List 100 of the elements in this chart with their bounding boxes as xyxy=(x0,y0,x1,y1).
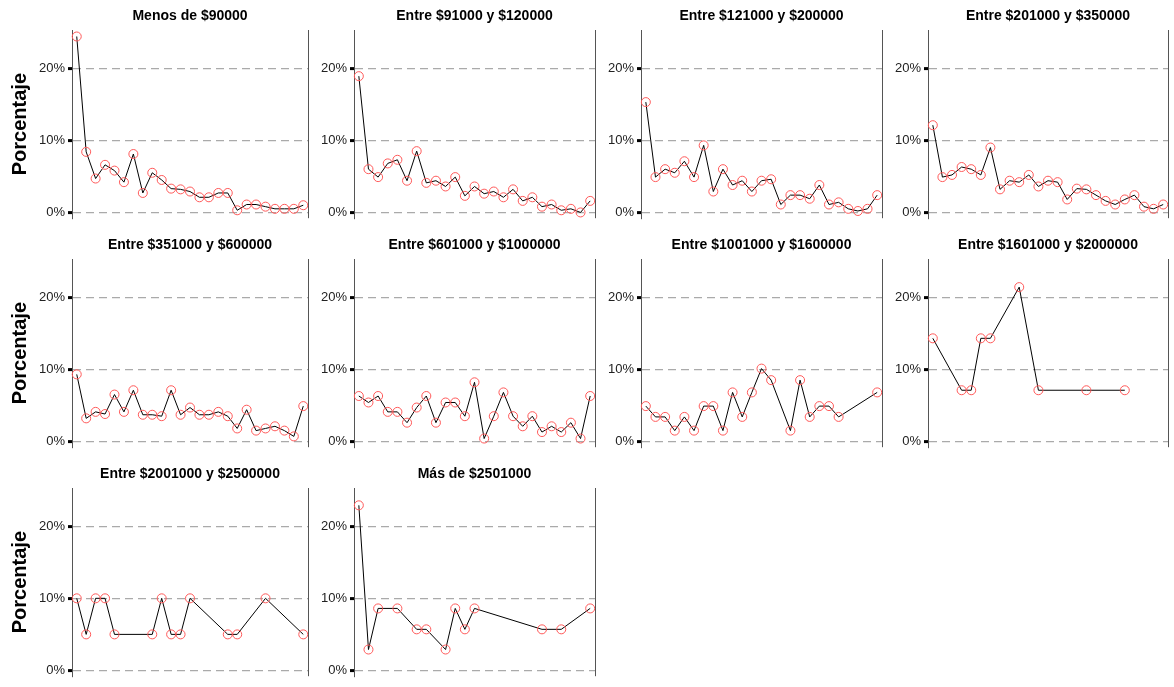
point xyxy=(1158,199,1169,210)
y-tick-label: 10% xyxy=(320,131,348,147)
point xyxy=(222,187,233,198)
point xyxy=(527,411,538,422)
point xyxy=(81,413,92,424)
point xyxy=(1014,282,1025,293)
y-tick-label: 10% xyxy=(320,589,348,605)
point xyxy=(363,397,374,408)
point xyxy=(392,154,403,165)
point xyxy=(363,164,374,175)
y-tick-label: 10% xyxy=(607,131,635,147)
point xyxy=(81,146,92,157)
point xyxy=(288,431,299,442)
point xyxy=(927,120,938,131)
y-tick-label: 20% xyxy=(894,288,922,304)
point xyxy=(785,425,796,436)
y-tick-label: 20% xyxy=(38,517,66,533)
point xyxy=(1014,177,1025,188)
point xyxy=(517,421,528,432)
point xyxy=(298,401,309,412)
point xyxy=(679,156,690,167)
point xyxy=(469,181,480,192)
point xyxy=(1033,385,1044,396)
point xyxy=(194,192,205,203)
point xyxy=(872,387,883,398)
point xyxy=(823,199,834,210)
point xyxy=(392,603,403,614)
point xyxy=(251,425,262,436)
point xyxy=(1119,385,1130,396)
point xyxy=(109,389,120,400)
point xyxy=(669,167,680,178)
y-tick-label: 20% xyxy=(320,59,348,75)
point xyxy=(440,397,451,408)
point xyxy=(241,199,252,210)
point xyxy=(469,603,480,614)
point xyxy=(479,433,490,444)
point xyxy=(269,203,280,214)
point xyxy=(575,433,586,444)
point xyxy=(100,159,111,170)
point xyxy=(956,385,967,396)
y-tick-label: 20% xyxy=(894,59,922,75)
point xyxy=(737,175,748,186)
chart-title: Entre $1601000 y $2000000 xyxy=(958,235,1139,252)
point xyxy=(872,190,883,201)
point xyxy=(585,603,596,614)
point xyxy=(166,183,177,194)
point xyxy=(966,385,977,396)
point xyxy=(985,333,996,344)
point xyxy=(279,425,290,436)
point xyxy=(1100,195,1111,206)
point xyxy=(546,199,557,210)
point xyxy=(947,169,958,180)
point xyxy=(862,203,873,214)
point xyxy=(232,205,243,216)
point xyxy=(1052,177,1063,188)
point xyxy=(421,391,432,401)
point xyxy=(575,207,586,218)
point xyxy=(382,406,393,417)
point xyxy=(421,177,432,188)
point xyxy=(90,173,101,184)
point xyxy=(402,175,413,186)
point xyxy=(1148,203,1159,214)
point xyxy=(118,177,129,188)
point xyxy=(498,192,509,203)
point xyxy=(421,624,432,635)
point xyxy=(995,184,1006,195)
point xyxy=(536,427,547,438)
point xyxy=(833,197,844,208)
point xyxy=(1023,169,1034,180)
point xyxy=(411,146,422,157)
point xyxy=(1071,183,1082,194)
point xyxy=(814,401,825,412)
point xyxy=(766,375,777,386)
y-tick-label: 0% xyxy=(615,433,635,449)
point xyxy=(260,423,271,434)
point xyxy=(640,97,651,108)
point xyxy=(392,406,403,417)
point xyxy=(128,149,139,160)
y-tick-label: 20% xyxy=(607,288,635,304)
point xyxy=(363,644,374,655)
y-tick-label: 0% xyxy=(615,204,635,220)
point xyxy=(353,391,364,401)
point xyxy=(269,421,280,432)
point xyxy=(90,406,101,417)
point xyxy=(650,411,661,422)
point xyxy=(373,172,384,183)
point xyxy=(956,162,967,172)
point xyxy=(185,402,196,413)
chart-title: Entre $1001000 y $1600000 xyxy=(671,235,852,252)
point xyxy=(450,603,461,614)
point xyxy=(203,192,214,203)
y-tick-label: 10% xyxy=(38,360,66,376)
point xyxy=(440,181,451,192)
point xyxy=(1119,194,1130,205)
point xyxy=(785,190,796,201)
point xyxy=(737,411,748,422)
y-axis-title: Porcentaje xyxy=(7,530,30,634)
point xyxy=(156,174,167,185)
point xyxy=(251,199,262,210)
point xyxy=(766,174,777,185)
